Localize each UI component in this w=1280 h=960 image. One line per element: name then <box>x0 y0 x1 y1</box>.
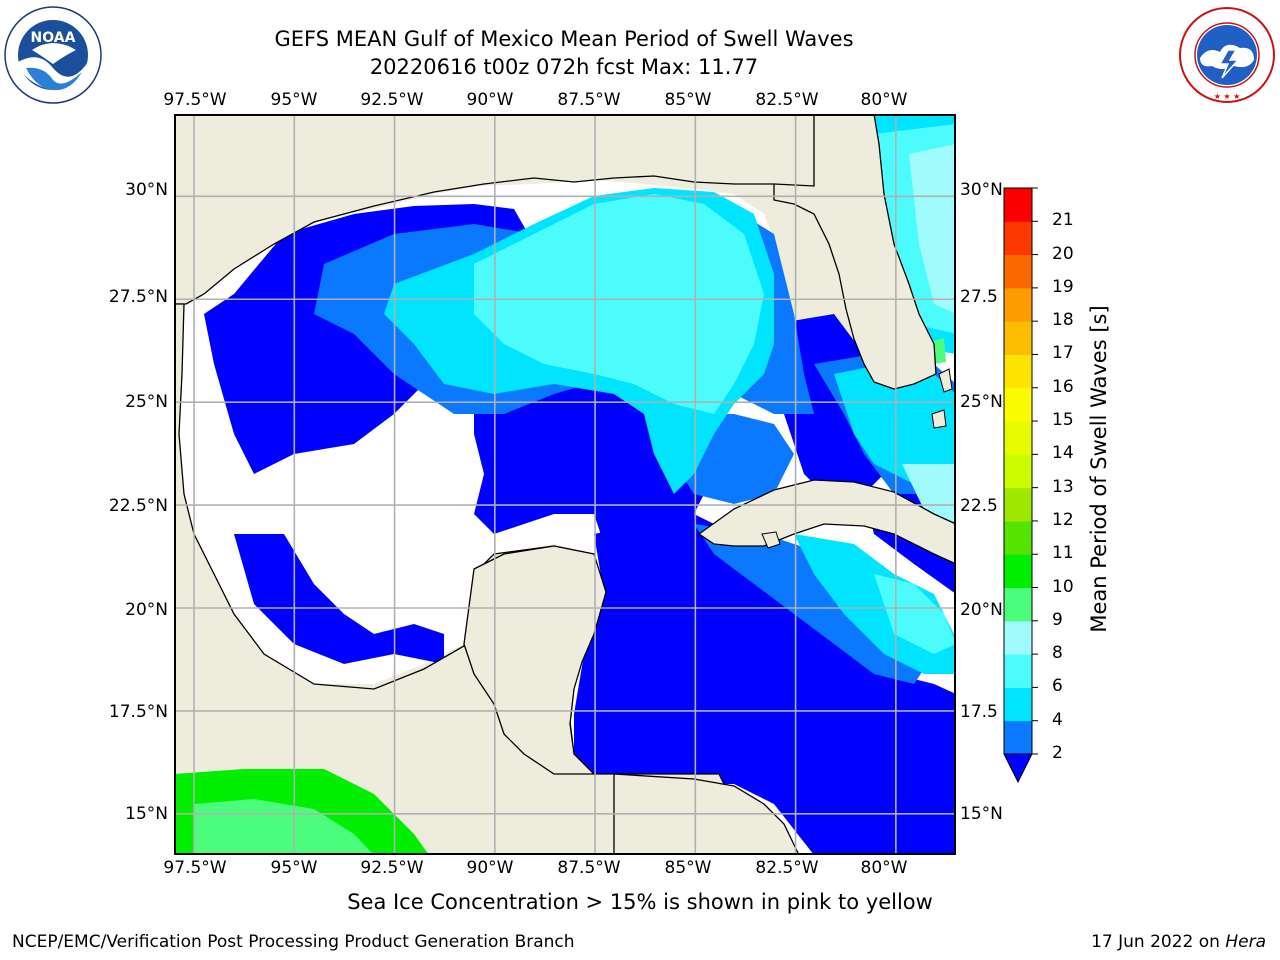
lat-tick-left: 22.5°N <box>108 496 168 516</box>
lon-tick-bottom: 95°W <box>270 858 318 878</box>
colorbar-tick-label: 13 <box>1052 476 1074 497</box>
lon-tick-top: 92.5°W <box>360 90 424 110</box>
colorbar-ticks: 2 4 6 8 9 10 11 12 13 14 15 16 17 18 19 20 21 <box>1052 0 1092 960</box>
colorbar-segment <box>1004 354 1032 389</box>
lon-tick-bottom: 87.5°W <box>557 858 621 878</box>
lat-tick-right: 27.5 <box>960 287 998 307</box>
lon-tick-top: 85°W <box>664 90 712 110</box>
colorbar-tick-label: 19 <box>1052 276 1074 297</box>
lat-tick-right: 30°N <box>960 180 1003 200</box>
colorbar-tick-label: 17 <box>1052 343 1074 364</box>
credit-text: NCEP/EMC/Verification Post Processing Pr… <box>12 932 575 952</box>
colorbar-segment <box>1004 520 1032 555</box>
lat-tick-right: 20°N <box>960 600 1003 620</box>
lat-tick-right: 22.5 <box>960 496 998 516</box>
lon-tick-bottom: 90°W <box>466 858 514 878</box>
colorbar-segment <box>1004 620 1032 655</box>
date-text: 17 Jun 2022 on Hera <box>1091 932 1266 952</box>
nws-logo: ★ ★ ★ <box>1178 6 1276 104</box>
colorbar-tick-label: 14 <box>1052 443 1074 464</box>
colorbar-segment <box>1004 321 1032 355</box>
colorbar-tick-label: 8 <box>1052 643 1063 664</box>
colorbar-segment <box>1004 654 1032 688</box>
colorbar-tick-label: 10 <box>1052 576 1074 597</box>
lat-tick-left: 30°N <box>125 180 168 200</box>
colorbar-tick-label: 15 <box>1052 410 1074 431</box>
colorbar-segment <box>1004 587 1032 622</box>
lon-tick-top: 82.5°W <box>755 90 819 110</box>
lon-tick-top: 90°W <box>466 90 514 110</box>
lon-tick-bottom: 97.5°W <box>163 858 227 878</box>
noaa-logo: NOAA <box>4 6 102 104</box>
swell-period-map <box>173 113 957 856</box>
lat-tick-left: 17.5°N <box>108 702 168 722</box>
colorbar-tick-label: 12 <box>1052 509 1074 530</box>
lat-tick-left: 20°N <box>125 600 168 620</box>
colorbar-tick-label: 18 <box>1052 310 1074 331</box>
lon-tick-top: 80°W <box>860 90 908 110</box>
colorbar-segment <box>1004 421 1032 455</box>
lat-tick-right: 25°N <box>960 392 1003 412</box>
lon-tick-bottom: 85°W <box>664 858 712 878</box>
colorbar-segment <box>1004 487 1032 522</box>
map-subtitle: 20220616 t00z 072h fcst Max: 11.77 <box>369 55 759 79</box>
colorbar-tick-label: 16 <box>1052 376 1074 397</box>
colorbar-label-wrap: Mean Period of Swell Waves [s] <box>1084 186 1114 752</box>
lat-tick-right: 17.5 <box>960 702 998 722</box>
colorbar-segment <box>1004 387 1032 422</box>
lat-tick-left: 25°N <box>125 392 168 412</box>
colorbar-extend-triangle <box>1003 753 1033 784</box>
colorbar-segment <box>1004 221 1032 256</box>
colorbar-segment <box>1004 720 1032 755</box>
lon-tick-bottom: 80°W <box>860 858 908 878</box>
lon-tick-bottom: 92.5°W <box>360 858 424 878</box>
lon-tick-top: 97.5°W <box>163 90 227 110</box>
colorbar-segment <box>1004 254 1032 289</box>
colorbar-segment <box>1004 454 1032 489</box>
colorbar <box>1000 186 1050 786</box>
colorbar-tick-label: 9 <box>1052 609 1063 630</box>
colorbar-segment <box>1004 554 1032 589</box>
colorbar-tick-label: 11 <box>1052 543 1074 564</box>
colorbar-label: Mean Period of Swell Waves [s] <box>1087 305 1111 633</box>
lon-tick-bottom: 82.5°W <box>755 858 819 878</box>
sea-ice-note: Sea Ice Concentration > 15% is shown in … <box>347 890 933 914</box>
colorbar-segment <box>1004 188 1032 222</box>
map-title: GEFS MEAN Gulf of Mexico Mean Period of … <box>274 27 854 51</box>
colorbar-tick-label: 6 <box>1052 676 1063 697</box>
lat-tick-left: 15°N <box>125 804 168 824</box>
machine-name: Hera <box>1225 932 1266 952</box>
colorbar-tick-label: 4 <box>1052 709 1063 730</box>
lat-tick-right: 15°N <box>960 804 1003 824</box>
svg-text:NOAA: NOAA <box>31 30 76 46</box>
lon-tick-top: 95°W <box>270 90 318 110</box>
lon-tick-top: 87.5°W <box>557 90 621 110</box>
colorbar-segment <box>1004 287 1032 322</box>
colorbar-tick-label: 21 <box>1052 210 1074 231</box>
svg-text:★ ★ ★: ★ ★ ★ <box>1214 92 1241 101</box>
colorbar-tick-label: 2 <box>1052 743 1063 763</box>
lat-tick-left: 27.5°N <box>108 287 168 307</box>
colorbar-tick-label: 20 <box>1052 243 1074 264</box>
colorbar-segment <box>1004 687 1032 722</box>
